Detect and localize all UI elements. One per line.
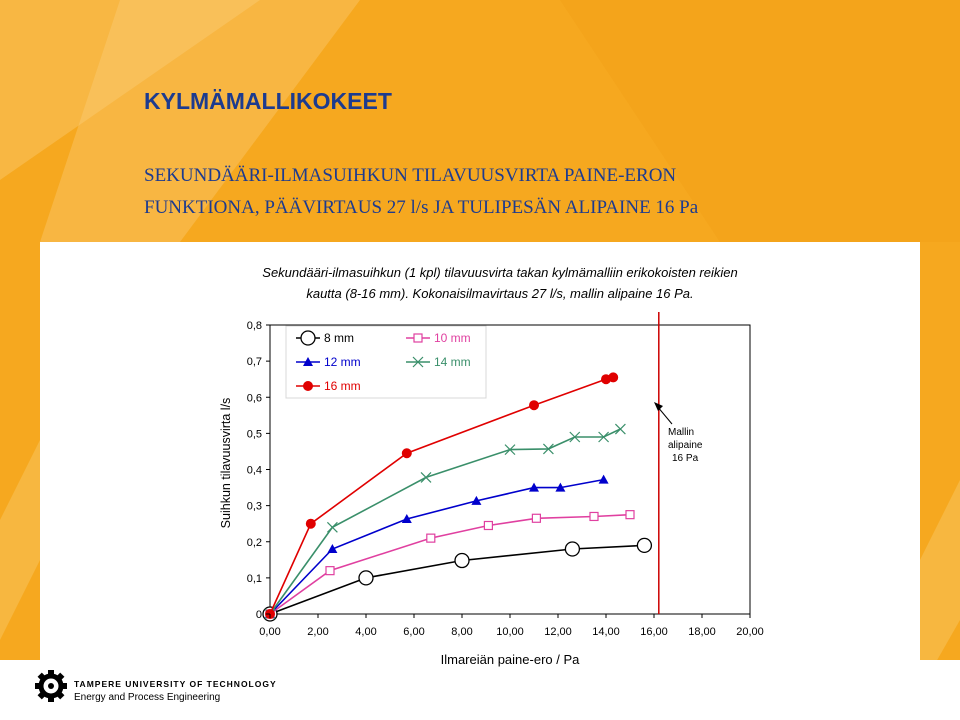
y-tick-label: 0,3 [247,501,262,513]
series-10-mm [265,510,635,619]
legend-label: 16 mm [324,379,361,393]
y-tick-label: 0,4 [247,465,262,477]
annotation-line-3: 16 Pa [672,453,699,464]
series-8-mm [262,537,653,622]
data-point [569,431,581,443]
subtitle-line-2: FUNKTIONA, PÄÄVIRTAUS 27 l/s JA TULIPESÄ… [144,197,699,218]
data-point [471,495,482,505]
x-tick-label: 10,00 [496,626,524,638]
legend-marker [300,330,316,346]
data-point [483,520,493,531]
data-point [598,431,610,443]
y-tick-label: 0,2 [247,537,262,549]
data-point [636,537,653,554]
data-point [327,543,338,553]
data-point [325,566,335,576]
y-tick-label: 0,6 [247,392,262,404]
data-point [531,513,542,523]
chart-caption: Sekundääri-ilmasuihkun (1 kpl) tilavuusv… [200,262,800,304]
y-tick-label: 0,8 [247,320,262,332]
legend-marker [413,333,423,343]
y-tick-label: 0,7 [247,356,262,368]
legend-item: 14 mm [406,355,471,369]
data-point [326,521,338,533]
x-tick-label: 20,00 [736,626,764,638]
data-point [305,518,316,529]
legend-item: 10 mm [406,331,471,345]
data-point [401,513,412,523]
annotation: Mallin alipaine 16 Pa [654,402,703,464]
x-tick-label: 18,00 [688,626,716,638]
legend-marker [412,356,424,368]
x-tick-label: 14,00 [592,626,620,638]
series-line [269,428,621,615]
annotation-line-2: alipaine [668,440,703,451]
legend-label: 8 mm [324,331,354,345]
annotation-line-1: Mallin [668,427,694,438]
data-point [529,400,539,411]
annotation-arrowhead-icon [654,402,663,411]
data-point [564,541,581,557]
data-point [529,482,539,492]
data-point [420,472,432,483]
legend-label: 12 mm [324,355,361,369]
x-axis-label: Ilmareiän paine-ero / Pa [441,652,581,667]
data-point [504,444,516,456]
data-point [426,533,436,543]
data-point [542,443,554,455]
legend-label: 10 mm [434,331,471,345]
data-point [625,510,635,520]
y-axis-label: Suihkun tilavuusvirta l/s [219,398,233,529]
data-point [454,552,470,569]
subtitle-line-1: SEKUNDÄÄRI-ILMASUIHKUN TILAVUUSVIRTA PAI… [144,165,677,186]
x-tick-label: 12,00 [544,626,572,638]
legend-marker [303,381,313,391]
data-point [598,474,609,484]
x-tick-label: 6,00 [403,626,424,638]
legend-label: 14 mm [434,355,471,369]
data-point [589,511,599,522]
series-16-mm [265,372,619,619]
chart-caption-line-1: Sekundääri-ilmasuihkun (1 kpl) tilavuusv… [262,265,738,280]
data-point [555,482,566,492]
y-tick-label: 0,1 [247,573,262,585]
data-point [401,448,412,459]
y-tick-label: 0,5 [247,428,262,440]
legend-item: 16 mm [296,379,361,393]
x-tick-label: 4,00 [355,626,376,638]
university-name: TAMPERE UNIVERSITY OF TECHNOLOGY [74,679,277,689]
slide-subtitle: SEKUNDÄÄRI-ILMASUIHKUN TILAVUUSVIRTA PAI… [144,160,904,224]
data-point [608,372,619,383]
data-point [614,423,626,435]
slide-title: KYLMÄMALLIKOKEET [144,88,392,114]
x-tick-label: 8,00 [451,626,472,638]
department-name: Energy and Process Engineering [74,692,221,703]
x-tick-label: 2,00 [307,626,328,638]
chart-caption-line-2: kautta (8-16 mm). Kokonaisilmavirtaus 27… [306,286,694,301]
x-tick-label: 0,00 [259,626,280,638]
legend-marker [303,357,313,366]
x-tick-label: 16,00 [640,626,668,638]
legend-item: 12 mm [296,355,361,369]
y-tick-label: 0 [256,609,262,621]
data-point [358,570,374,586]
university-logo-icon [35,670,67,702]
legend-item: 8 mm [296,330,354,346]
